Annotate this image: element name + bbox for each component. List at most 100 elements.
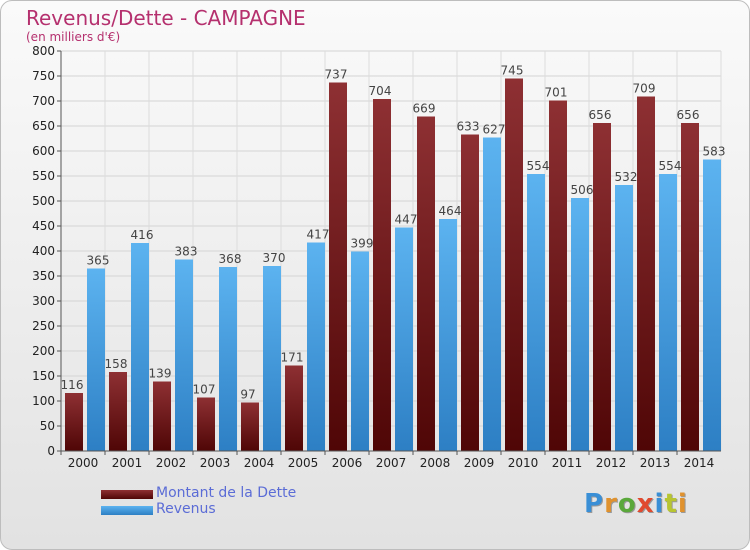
bar-revenus <box>615 185 633 451</box>
logo-letter: t <box>664 489 678 519</box>
logo-letter: P <box>584 489 605 519</box>
y-tick-label: 600 <box>32 144 55 158</box>
data-label-revenus: 370 <box>263 251 286 265</box>
y-axis: 0 50 100 150 200 250 300 350 400 450 500 550 600 650 7… <box>32 44 62 458</box>
y-tick-label: 700 <box>32 94 55 108</box>
data-label-dette: 704 <box>369 84 392 98</box>
y-tick-label: 650 <box>32 119 55 133</box>
y-tick-label: 0 <box>47 444 55 458</box>
x-tick-label: 2003 <box>200 456 231 470</box>
logo-letter: x <box>636 489 655 519</box>
bar-dette <box>241 402 259 451</box>
data-label-revenus: 365 <box>87 254 110 268</box>
x-tick-label: 2007 <box>376 456 407 470</box>
legend-swatch-dette <box>101 490 153 499</box>
bar-dette <box>373 99 391 451</box>
data-label-dette: 171 <box>281 351 304 365</box>
data-labels: 116 365 158 416 139 383 107 368 97 370 171 417 737 39… <box>61 64 726 402</box>
bar-dette <box>549 100 567 451</box>
data-label-revenus: 554 <box>527 159 550 173</box>
x-tick-label: 2005 <box>288 456 319 470</box>
bar-revenus <box>219 267 237 451</box>
data-label-dette: 737 <box>325 68 348 82</box>
bars <box>65 78 721 451</box>
bar-dette <box>681 123 699 451</box>
bar-revenus <box>703 159 721 451</box>
data-label-revenus: 447 <box>395 213 418 227</box>
y-tick-label: 300 <box>32 294 55 308</box>
data-label-revenus: 554 <box>659 159 682 173</box>
legend-label-dette: Montant de la Dette <box>156 485 297 501</box>
data-label-revenus: 532 <box>615 170 638 184</box>
y-tick-label: 350 <box>32 269 55 283</box>
x-tick-label: 2004 <box>244 456 275 470</box>
bar-revenus <box>175 259 193 451</box>
bar-revenus <box>395 227 413 451</box>
data-label-dette: 656 <box>589 108 612 122</box>
y-tick-label: 150 <box>32 369 55 383</box>
x-tick-label: 2008 <box>420 456 451 470</box>
legend-swatch-revenus <box>101 506 153 515</box>
bar-revenus <box>439 219 457 451</box>
data-label-dette: 158 <box>105 357 128 371</box>
y-tick-label: 200 <box>32 344 55 358</box>
bar-revenus <box>87 268 105 451</box>
y-tick-label: 750 <box>32 69 55 83</box>
y-tick-label: 550 <box>32 169 55 183</box>
y-tick-label: 450 <box>32 219 55 233</box>
chart-title: Revenus/Dette - CAMPAGNE <box>26 6 306 30</box>
logo-letter: r <box>604 489 618 519</box>
y-tick-label: 100 <box>32 394 55 408</box>
bar-dette <box>461 134 479 451</box>
bar-revenus <box>483 137 501 451</box>
bar-revenus <box>263 266 281 451</box>
logo-letter: i <box>677 489 688 519</box>
data-label-dette: 701 <box>545 86 568 100</box>
x-tick-label: 2001 <box>112 456 143 470</box>
data-label-dette: 139 <box>149 367 172 381</box>
data-label-revenus: 399 <box>351 237 374 251</box>
bar-dette <box>417 116 435 451</box>
bar-revenus <box>131 243 149 451</box>
bar-dette <box>593 123 611 451</box>
bar-dette <box>505 78 523 451</box>
x-tick-label: 2010 <box>508 456 539 470</box>
data-label-revenus: 416 <box>131 228 154 242</box>
bar-dette <box>109 372 127 451</box>
data-label-revenus: 417 <box>307 228 330 242</box>
bar-revenus <box>307 242 325 451</box>
bar-dette <box>153 381 171 451</box>
data-label-dette: 97 <box>240 388 255 402</box>
data-label-dette: 669 <box>413 102 436 116</box>
data-label-revenus: 368 <box>219 252 242 266</box>
x-tick-label: 2002 <box>156 456 187 470</box>
bar-dette <box>285 365 303 451</box>
x-tick-label: 2013 <box>640 456 671 470</box>
x-tick-label: 2000 <box>68 456 99 470</box>
y-tick-label: 250 <box>32 319 55 333</box>
x-tick-label: 2014 <box>684 456 715 470</box>
y-tick-label: 800 <box>32 44 55 58</box>
legend-label-revenus: Revenus <box>156 501 216 517</box>
bar-revenus <box>351 251 369 451</box>
logo-letter: i <box>654 489 665 519</box>
y-tick-label: 400 <box>32 244 55 258</box>
data-label-dette: 745 <box>501 64 524 78</box>
data-label-dette: 656 <box>677 108 700 122</box>
x-tick-label: 2009 <box>464 456 495 470</box>
proxiti-logo: Proxiti <box>584 489 688 519</box>
bar-dette <box>329 82 347 451</box>
y-tick-label: 50 <box>40 419 55 433</box>
data-label-revenus: 383 <box>175 245 198 259</box>
y-tick-label: 500 <box>32 194 55 208</box>
x-axis: 2000 2001 2002 2003 2004 2005 2006 2007 2008 2009… <box>60 450 721 470</box>
data-label-dette: 633 <box>457 120 480 134</box>
chart-subtitle: (en milliers d'€) <box>26 30 121 44</box>
data-label-revenus: 583 <box>703 145 726 159</box>
data-label-revenus: 627 <box>483 123 506 137</box>
x-tick-label: 2011 <box>552 456 583 470</box>
data-label-dette: 709 <box>633 82 656 96</box>
x-tick-label: 2006 <box>332 456 363 470</box>
